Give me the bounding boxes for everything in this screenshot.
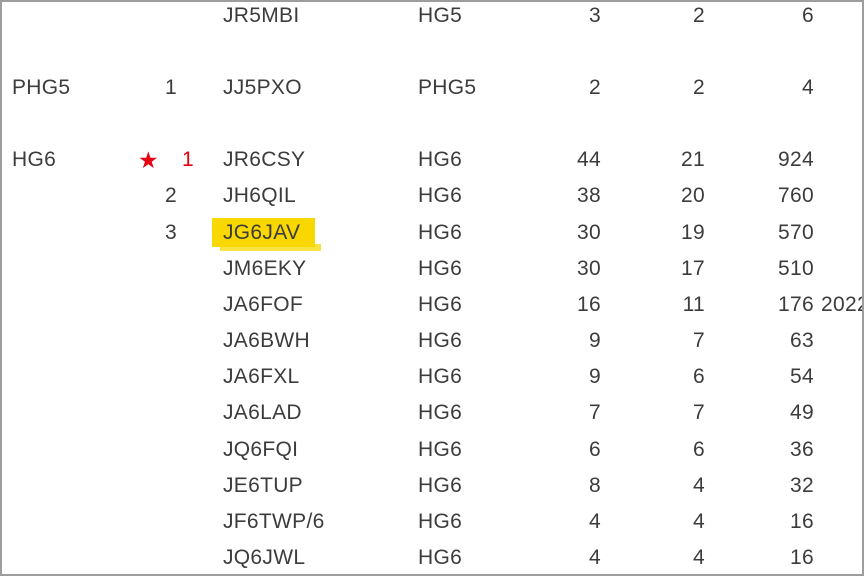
callsign-cell: JG6JAV [223,220,301,244]
qso-count-cell: 3 [589,3,601,27]
qso-count-cell: 9 [589,365,601,389]
score-cell: 760 [778,184,814,208]
score-cell: 16 [790,546,814,570]
table-row: JQ6FQI HG6 6 6 36 [2,438,862,462]
score-cell: 54 [790,365,814,389]
multiplier-cell: 21 [681,148,705,172]
group-label: PHG5 [12,75,71,99]
table-row: JE6TUP HG6 8 4 32 [2,474,862,498]
multiplier-cell: 4 [693,546,705,570]
multiplier-cell: 4 [693,509,705,533]
callsign-cell: JA6LAD [223,401,302,425]
multiplier-cell: 6 [693,437,705,461]
class-cell: HG6 [418,509,463,533]
callsign-cell: JA6BWH [223,329,310,353]
class-cell: HG6 [418,220,463,244]
table-row: JA6FOF HG6 16 11 176 2022 [2,293,862,317]
callsign-cell: JH6QIL [223,184,296,208]
rank-cell: 2 [165,184,177,208]
table-row: JF6TWP/6 HG6 4 4 16 [2,510,862,534]
score-cell: 570 [778,220,814,244]
table-row: HG6 ★ 1 JR6CSY HG6 44 21 924 [2,148,862,172]
score-cell: 510 [778,256,814,280]
qso-count-cell: 7 [589,401,601,425]
callsign-cell: JF6TWP/6 [223,509,325,533]
callsign-cell: JE6TUP [223,473,303,497]
qso-count-cell: 4 [589,546,601,570]
score-cell: 16 [790,509,814,533]
callsign-cell: JQ6JWL [223,546,306,570]
callsign-cell: JR5MBI [223,3,300,27]
multiplier-cell: 7 [693,329,705,353]
callsign-highlight-smear [220,243,321,251]
qso-count-cell: 16 [577,292,601,316]
multiplier-cell: 2 [693,75,705,99]
score-cell: 924 [778,148,814,172]
callsign-cell: JM6EKY [223,256,307,280]
score-cell: 36 [790,437,814,461]
rank-cell: 1 [182,148,194,172]
qso-count-cell: 38 [577,184,601,208]
qso-count-cell: 30 [577,220,601,244]
qso-count-cell: 44 [577,148,601,172]
table-row: JQ6JWL HG6 4 4 16 [2,546,862,570]
table-row: 2 JH6QIL HG6 38 20 760 [2,184,862,208]
class-cell: HG5 [418,3,463,27]
star-icon: ★ [138,147,159,174]
multiplier-cell: 19 [681,220,705,244]
class-cell: HG6 [418,401,463,425]
score-cell: 6 [802,3,814,27]
callsign-cell: JA6FXL [223,365,300,389]
callsign-cell: JJ5PXO [223,75,302,99]
extra-year-cell: 2022 [821,292,862,316]
score-cell: 63 [790,329,814,353]
table-row: JA6LAD HG6 7 7 49 [2,401,862,425]
score-cell: 4 [802,75,814,99]
class-cell: HG6 [418,329,463,353]
qso-count-cell: 30 [577,256,601,280]
table-row: JM6EKY HG6 30 17 510 [2,257,862,281]
group-label: HG6 [12,148,57,172]
score-cell: 32 [790,473,814,497]
class-cell: HG6 [418,292,463,316]
rank-cell: 3 [165,220,177,244]
score-cell: 176 [778,292,814,316]
class-cell: HG6 [418,256,463,280]
multiplier-cell: 11 [682,292,705,316]
class-cell: HG6 [418,546,463,570]
qso-count-cell: 2 [589,75,601,99]
multiplier-cell: 7 [693,401,705,425]
qso-count-cell: 6 [589,437,601,461]
callsign-cell: JR6CSY [223,148,306,172]
qso-count-cell: 9 [589,329,601,353]
qso-count-cell: 8 [589,473,601,497]
multiplier-cell: 17 [681,256,705,280]
table-row: JR5MBI HG5 3 2 6 [2,4,862,28]
class-cell: HG6 [418,473,463,497]
table-row: 3 JG6JAV HG6 30 19 570 [2,217,862,251]
class-cell: PHG5 [418,75,477,99]
class-cell: HG6 [418,148,463,172]
table-row: PHG5 1 JJ5PXO PHG5 2 2 4 [2,76,862,100]
multiplier-cell: 2 [693,3,705,27]
multiplier-cell: 20 [681,184,705,208]
table-row: JA6BWH HG6 9 7 63 [2,329,862,353]
class-cell: HG6 [418,437,463,461]
callsign-highlight [212,217,315,247]
class-cell: HG6 [418,365,463,389]
table-row: JA6FXL HG6 9 6 54 [2,365,862,389]
multiplier-cell: 6 [693,365,705,389]
class-cell: HG6 [418,184,463,208]
rank-cell: 1 [165,75,177,99]
qso-count-cell: 4 [589,509,601,533]
callsign-cell: JQ6FQI [223,437,299,461]
score-cell: 49 [790,401,814,425]
callsign-cell: JA6FOF [223,292,303,316]
multiplier-cell: 4 [693,473,705,497]
